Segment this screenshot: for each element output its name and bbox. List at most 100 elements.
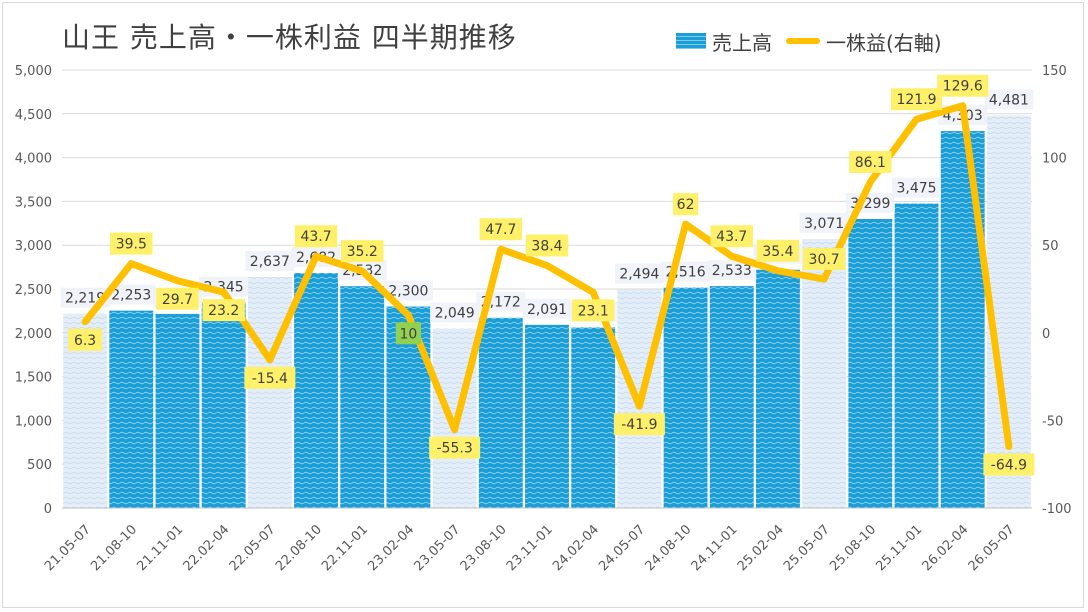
eps-label-bg [571, 299, 615, 322]
y-right-tick-label: -100 [1042, 502, 1072, 517]
eps-label: 6.3 [74, 333, 96, 349]
bar [109, 310, 154, 508]
legend-label-sales: 売上高 [712, 30, 772, 55]
bar [247, 276, 292, 508]
bar-label: 2,533 [712, 263, 752, 279]
bar [709, 286, 754, 508]
eps-label-bg [294, 225, 338, 248]
eps-label: 62 [677, 197, 695, 213]
x-tick-label: 23.11-01 [504, 522, 556, 574]
eps-label-bg [710, 225, 753, 248]
bar-label-bg [383, 280, 433, 301]
y-left-tick-label: 4,500 [15, 108, 52, 123]
eps-label-bg [341, 240, 384, 263]
x-tick-label: 21.08-10 [88, 522, 140, 574]
bar-label-bg [430, 302, 480, 323]
legend-item-eps: 一株益(右軸) [786, 28, 942, 55]
x-tick-label: 23.08-10 [458, 522, 510, 574]
bar-label: 2,637 [250, 254, 290, 270]
y-right-tick-label: -50 [1042, 414, 1063, 429]
x-tick-label: 22.11-01 [319, 522, 371, 574]
eps-label: -41.9 [621, 417, 657, 433]
eps-label: 23.2 [208, 303, 239, 319]
x-tick-label: 25.02-04 [735, 522, 787, 574]
y-left-tick-label: 3,500 [15, 195, 52, 210]
bar-label: 2,253 [111, 288, 151, 304]
eps-label: 43.7 [716, 229, 747, 245]
bar-label-bg [106, 284, 156, 305]
bar [525, 324, 569, 508]
eps-label: 23.1 [578, 303, 609, 319]
eps-label: 29.7 [162, 292, 193, 308]
x-tick-label: 22.05-07 [227, 522, 279, 574]
x-tick-label: 25.11-01 [873, 522, 925, 574]
eps-label-bg [672, 193, 699, 216]
eps-label-bg [110, 232, 153, 255]
eps-label-bg [802, 248, 846, 271]
bar-label: 2,219 [65, 291, 105, 307]
bar-label: 2,300 [388, 284, 428, 300]
eps-label-bg [395, 322, 422, 345]
y-left-tick-label: 3,000 [15, 239, 52, 254]
x-tick-label: 21.11-01 [134, 522, 186, 574]
eps-label: 35.4 [762, 244, 793, 260]
bar-label-bg [614, 263, 664, 284]
eps-label-bg [68, 328, 102, 351]
eps-label-bg [156, 287, 199, 310]
bar-label-bg [522, 298, 572, 319]
x-tick-label: 23.02-04 [365, 522, 417, 574]
x-tick-label: 22.08-10 [273, 522, 325, 574]
x-tick-label: 23.05-07 [412, 522, 464, 574]
bar [663, 287, 708, 508]
x-tick-label: 26.05-07 [966, 522, 1018, 574]
x-tick-label: 25.05-07 [781, 522, 833, 574]
y-left-tick-label: 5,000 [15, 64, 52, 79]
bar-label-bg [245, 250, 295, 271]
eps-label: 43.7 [300, 229, 331, 245]
eps-label-bg [202, 299, 245, 322]
eps-label-bg [429, 436, 481, 459]
bar-label: 2,494 [619, 267, 659, 283]
x-tick-label: 24.08-10 [642, 522, 694, 574]
bar-label: 4,481 [989, 92, 1029, 108]
x-tick-label: 25.08-10 [827, 522, 879, 574]
eps-label-bg [244, 366, 296, 389]
bar [294, 273, 338, 508]
legend-swatch-line [786, 38, 820, 44]
bar [940, 131, 985, 509]
y-right-tick-label: 0 [1042, 327, 1050, 342]
eps-label-bg [849, 150, 892, 173]
y-left-tick-label: 2,500 [15, 283, 52, 298]
bar-label-bg [707, 260, 757, 281]
y-left-tick-label: 1,500 [15, 371, 52, 386]
eps-label: 39.5 [116, 237, 147, 253]
x-tick-label: 24.02-04 [550, 522, 602, 574]
bar-label: 2,049 [435, 306, 475, 322]
eps-label: 30.7 [809, 252, 840, 268]
y-left-tick-label: 4,000 [15, 152, 52, 167]
x-tick-label: 22.02-04 [181, 522, 233, 574]
bar-label: 2,091 [527, 302, 567, 318]
bar [848, 219, 893, 508]
eps-label: -15.4 [252, 371, 288, 387]
y-right-tick-label: 150 [1042, 64, 1067, 79]
bar [756, 269, 800, 508]
eps-label-bg [613, 413, 665, 436]
legend-label-eps: 一株益(右軸) [826, 30, 942, 55]
bar-label-bg [799, 212, 849, 233]
bar-label-bg [984, 89, 1034, 110]
y-right-tick-label: 100 [1042, 152, 1067, 167]
y-left-tick-label: 1,000 [15, 414, 52, 429]
y-right-tick-label: 50 [1042, 239, 1059, 254]
legend-swatch-bar [676, 33, 706, 49]
eps-label-bg [983, 453, 1035, 476]
bar [571, 327, 616, 508]
bar [155, 313, 200, 508]
eps-label-bg [479, 218, 523, 241]
eps-label: 35.2 [347, 244, 378, 260]
eps-label: 38.4 [531, 239, 562, 255]
bar-label: 3,071 [804, 216, 844, 232]
bar [201, 302, 246, 508]
legend-item-sales: 売上高 [676, 28, 772, 55]
